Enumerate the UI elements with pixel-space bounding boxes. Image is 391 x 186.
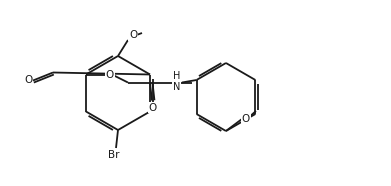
Text: H
N: H N (173, 71, 181, 92)
Text: Br: Br (108, 150, 120, 160)
Text: O: O (129, 30, 137, 40)
Text: O: O (242, 114, 250, 124)
Text: O: O (106, 70, 114, 79)
Text: O: O (24, 75, 32, 84)
Text: O: O (149, 102, 157, 113)
